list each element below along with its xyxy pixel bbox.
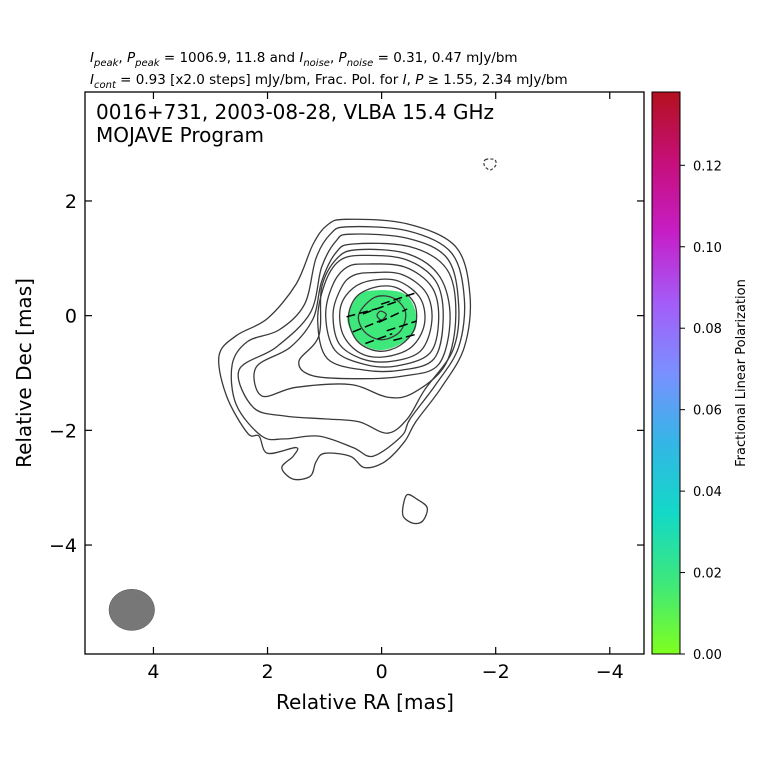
colorbar-tick-label: 0.00	[693, 648, 722, 663]
x-tick-label: 2	[261, 661, 273, 683]
colorbar-tick-label: 0.12	[693, 159, 722, 174]
contour-c3	[347, 285, 418, 352]
colorbar-label: Fractional Linear Polarization	[734, 279, 749, 467]
header-line-2: Icont = 0.93 [x2.0 steps] mJy/bm, Frac. …	[90, 72, 568, 91]
evpa-vector	[378, 308, 408, 323]
negative-contour	[483, 158, 497, 171]
plot-content	[108, 158, 497, 631]
contour-c5	[332, 271, 433, 363]
evpa-vector	[346, 307, 377, 318]
evpa-vector	[393, 333, 416, 342]
colorbar-tick-label: 0.08	[693, 322, 722, 337]
y-tick-label: −4	[49, 535, 77, 557]
x-tick-label: −2	[482, 661, 510, 683]
y-tick-label: 2	[65, 191, 77, 213]
beam-ellipse	[108, 588, 155, 631]
x-tick-label: 0	[376, 661, 388, 683]
y-tick-label: 0	[65, 306, 77, 328]
contour-c6	[325, 263, 440, 368]
evpa-vector	[365, 332, 393, 345]
contour-c10	[237, 233, 460, 434]
evpa-vector	[352, 319, 383, 333]
evpa-vector	[380, 291, 417, 305]
colorbar-tick-label: 0.04	[693, 485, 722, 500]
evpa-vector	[386, 320, 417, 332]
evpa-vector	[362, 299, 401, 315]
contour-c11	[230, 225, 466, 458]
contour-blob	[401, 493, 429, 525]
contour-c7	[317, 254, 444, 373]
y-tick-label: −2	[49, 420, 77, 442]
plot-frame	[84, 91, 645, 655]
contour-c12	[218, 218, 472, 481]
plot-title-line-1: 0016+731, 2003-08-28, VLBA 15.4 GHz	[96, 100, 494, 124]
header-line-1: Ipeak, Ppeak = 1006.9, 11.8 and Inoise, …	[90, 50, 518, 69]
colorbar-tick-label: 0.06	[693, 404, 722, 419]
colorbar-ticks: 0.00 0.02 0.04 0.06 0.08 0.10 0.12	[680, 159, 722, 663]
x-tick-label: −4	[596, 661, 624, 683]
plot-area	[85, 92, 644, 654]
y-axis-label: Relative Dec [mas]	[12, 278, 36, 468]
colorbar-tick-label: 0.02	[693, 567, 722, 582]
plot-title-line-2: MOJAVE Program	[96, 123, 264, 147]
contour-c9	[253, 242, 457, 399]
colorbar-frame	[651, 91, 681, 655]
x-axis-label: Relative RA [mas]	[276, 690, 454, 714]
colorbar-tick-label: 0.10	[693, 241, 722, 256]
contour-c4	[338, 278, 426, 358]
contour-c8	[298, 248, 451, 380]
colorbar	[652, 92, 680, 654]
axis-ticks: 4 2 0 −2 −4 2 0 −2 −4	[49, 92, 644, 683]
x-tick-label: 4	[147, 661, 159, 683]
